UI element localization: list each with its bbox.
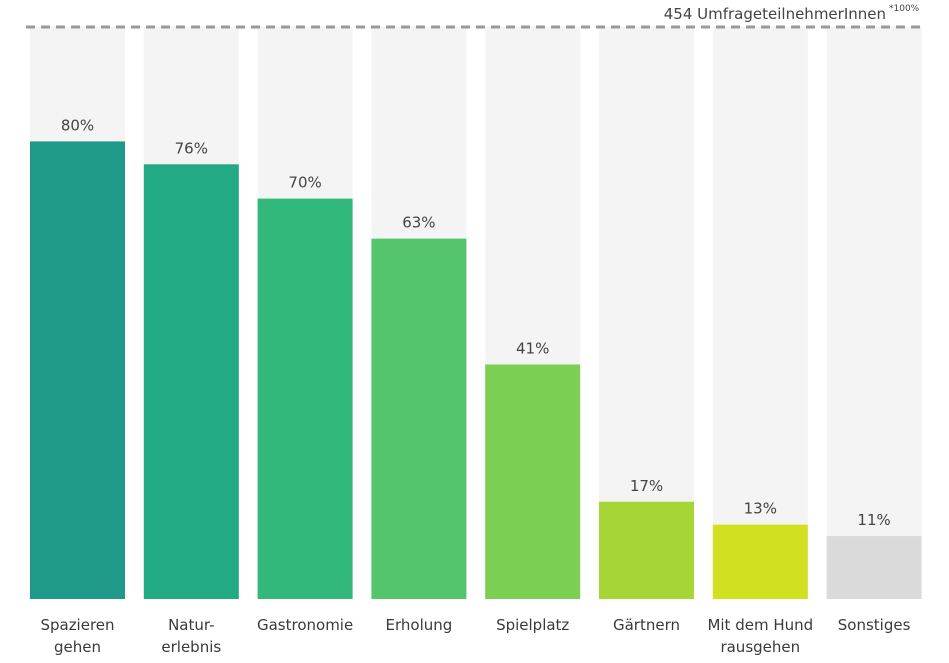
category-label-7-0: Sonstiges [838, 616, 911, 634]
bar-2 [257, 198, 353, 599]
bar-6 [712, 524, 808, 599]
value-label-0: 80% [61, 116, 94, 134]
category-label-1-1: erlebnis [161, 638, 221, 656]
bar-background-7 [826, 27, 922, 599]
bar-1 [143, 164, 239, 599]
value-label-7: 11% [857, 511, 890, 529]
category-label-0-1: gehen [54, 638, 101, 656]
bar-0 [30, 141, 125, 599]
bar-4 [485, 364, 581, 599]
bar-7 [826, 536, 922, 599]
category-label-0-0: Spazieren [40, 616, 114, 634]
value-label-2: 70% [288, 174, 321, 192]
value-labels: 80% 76% 70% 63% 41% 17% 13% 11% [61, 116, 891, 529]
bar-3 [371, 238, 467, 599]
value-label-5: 17% [630, 477, 663, 495]
value-label-6: 13% [744, 500, 777, 518]
category-label-2-0: Gastronomie [257, 616, 353, 634]
category-label-3-0: Erholung [386, 616, 453, 634]
reference-note: *100% [889, 4, 920, 14]
bar-background-6 [712, 27, 808, 599]
category-labels: Spazieren gehen Natur-erlebnis Gastronomie E… [40, 616, 910, 656]
bar-5 [599, 501, 694, 599]
reference-label: 454 UmfrageteilnehmerInnen [664, 5, 886, 23]
category-label-4-0: Spielplatz [496, 616, 569, 634]
category-label-6-1: rausgehen [720, 638, 800, 656]
value-label-3: 63% [402, 214, 435, 232]
bars [30, 141, 922, 599]
category-label-5-0: Gärtnern [613, 616, 680, 634]
category-label-6-0: Mit dem Hund [707, 616, 813, 634]
category-label-1-0: Natur- [168, 616, 214, 634]
value-label-4: 41% [516, 339, 549, 357]
value-label-1: 76% [175, 139, 208, 157]
